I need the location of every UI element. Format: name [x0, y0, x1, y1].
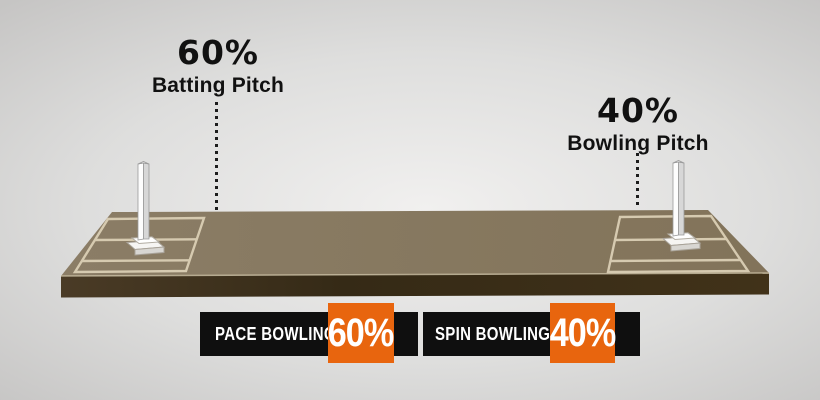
batting-pitch-percent: 60%	[177, 33, 259, 72]
pace-bowling-label: PACE BOWLING	[215, 323, 336, 345]
pitch-front-rim-highlight	[60, 272, 770, 277]
spin-bowling-percent-box: 40%	[549, 303, 617, 363]
batting-pitch-callout: 60% Batting Pitch	[98, 36, 338, 98]
bowling-callout-dotted-line	[636, 153, 639, 206]
spin-bowling-label: SPIN BOWLING	[435, 323, 551, 345]
spin-bowling-percent: 40%	[549, 309, 617, 355]
pace-bowling-percent: 60%	[328, 309, 395, 355]
pitch-surface	[61, 210, 769, 276]
batting-callout-dotted-line	[215, 102, 218, 210]
pace-bowling-percent-box: 60%	[328, 303, 395, 363]
bowling-pitch-percent: 40%	[597, 91, 679, 130]
pitch-front-edge	[61, 273, 769, 298]
bowling-pitch-callout: 40% Bowling Pitch	[518, 94, 758, 156]
right-stumps	[661, 160, 702, 252]
left-stumps	[125, 161, 166, 256]
bowling-pitch-label: Bowling Pitch	[567, 132, 709, 155]
batting-pitch-label: Batting Pitch	[151, 74, 285, 97]
